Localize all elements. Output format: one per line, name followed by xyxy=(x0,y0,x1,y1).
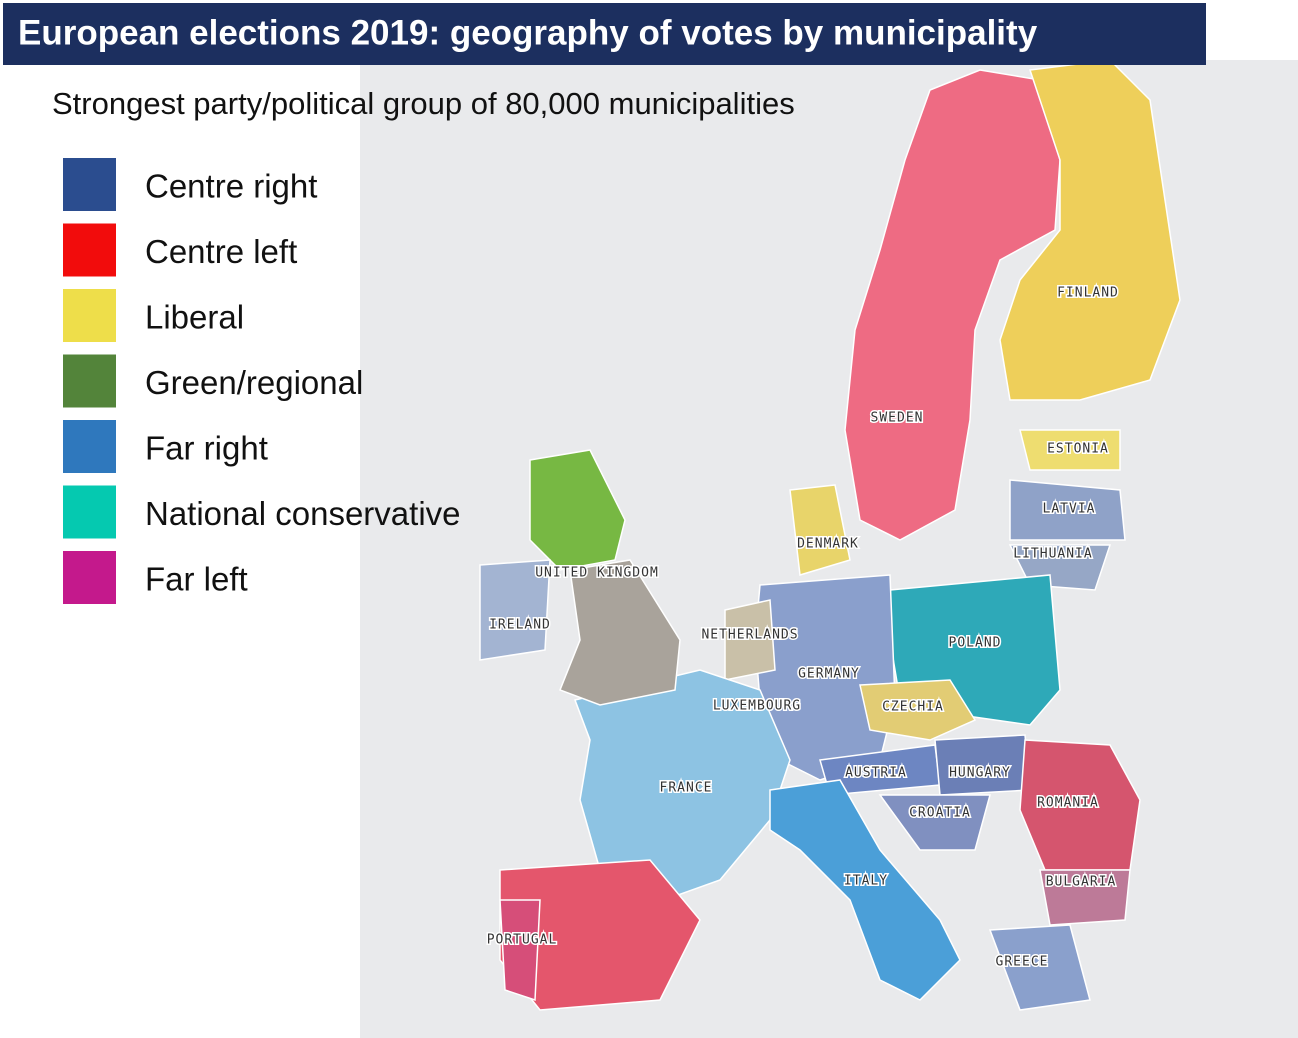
country-label: GREECE xyxy=(996,955,1049,970)
subtitle: Strongest party/political group of 80,00… xyxy=(52,86,795,121)
title-bar xyxy=(3,3,1206,65)
map-shapes xyxy=(479,59,1181,1011)
legend-label: Far right xyxy=(145,430,268,467)
legend-swatch xyxy=(63,551,116,604)
legend-label: Liberal xyxy=(145,299,244,336)
country-label: LATVIA xyxy=(1043,502,1096,517)
country-label: UNITED KINGDOM xyxy=(535,566,659,581)
country-label: IRELAND xyxy=(489,618,551,633)
country-label: ROMANIA xyxy=(1037,796,1099,811)
country-label: GERMANY xyxy=(798,667,860,682)
legend-swatch xyxy=(63,354,116,408)
country-label: CROATIA xyxy=(909,806,971,821)
legend-swatch xyxy=(63,485,116,539)
country-label: FINLAND xyxy=(1057,286,1119,301)
country-label: CZECHIA xyxy=(882,700,944,715)
country-labels: UNITED KINGDOM IRELAND NETHERLANDS DENMARK S… xyxy=(485,284,1119,971)
country-label: FRANCE xyxy=(660,781,713,796)
country-label: ESTONIA xyxy=(1047,442,1109,457)
country-label: LUXEMBOURG xyxy=(713,699,801,714)
legend-label: Centre left xyxy=(145,233,297,270)
country-label: LITHUANIA xyxy=(1013,547,1092,562)
legend-label: Far left xyxy=(145,561,248,598)
legend-swatch xyxy=(63,223,116,277)
legend-swatch xyxy=(63,289,116,342)
country-label: POLAND xyxy=(949,636,1002,651)
legend-label: Green/regional xyxy=(145,364,363,401)
title: European elections 2019: geography of vo… xyxy=(18,13,1038,52)
country-label: ITALY xyxy=(844,874,888,889)
legend-label: Centre right xyxy=(145,168,317,205)
legend: Centre right Centre left Liberal Green/regi… xyxy=(63,158,461,604)
legend-swatch xyxy=(63,158,116,211)
country-label: SWEDEN xyxy=(871,411,924,426)
country-label: DENMARK xyxy=(797,537,859,552)
country-label: NETHERLANDS xyxy=(701,628,798,643)
country-label: BULGARIA xyxy=(1046,875,1117,890)
legend-label: National conservative xyxy=(145,495,461,532)
country-label: HUNGARY xyxy=(949,766,1011,781)
legend-swatch xyxy=(63,420,116,473)
country-label: PORTUGAL xyxy=(487,933,558,948)
country-label: AUSTRIA xyxy=(845,766,907,781)
